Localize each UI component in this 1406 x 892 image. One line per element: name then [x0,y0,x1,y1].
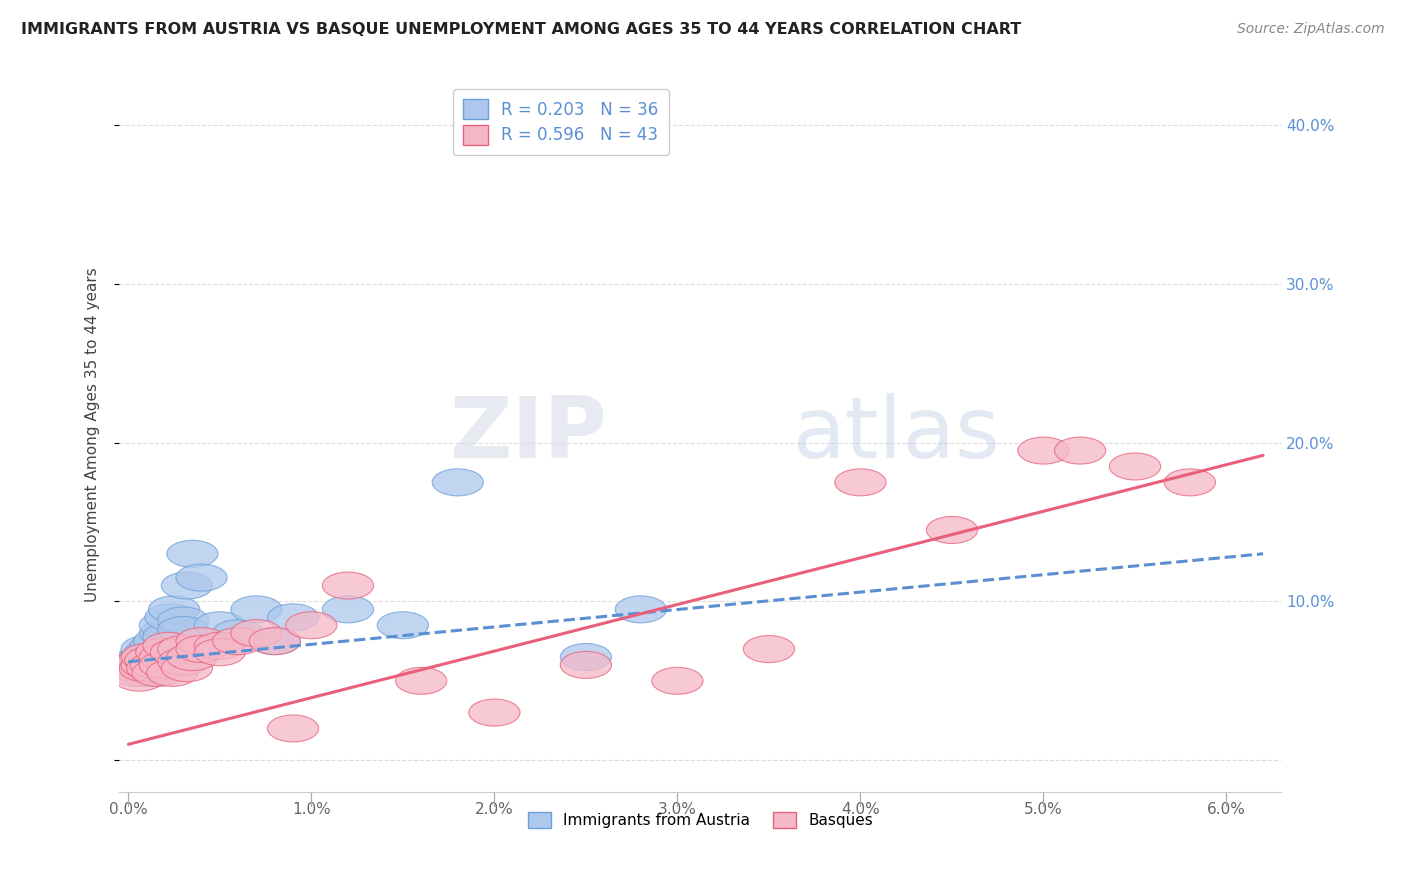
Text: IMMIGRANTS FROM AUSTRIA VS BASQUE UNEMPLOYMENT AMONG AGES 35 TO 44 YEARS CORRELA: IMMIGRANTS FROM AUSTRIA VS BASQUE UNEMPL… [21,22,1021,37]
Text: Source: ZipAtlas.com: Source: ZipAtlas.com [1237,22,1385,37]
Text: atlas: atlas [793,393,1001,476]
Legend: Immigrants from Austria, Basques: Immigrants from Austria, Basques [522,806,879,834]
Y-axis label: Unemployment Among Ages 35 to 44 years: Unemployment Among Ages 35 to 44 years [86,268,100,602]
Text: ZIP: ZIP [450,393,607,476]
